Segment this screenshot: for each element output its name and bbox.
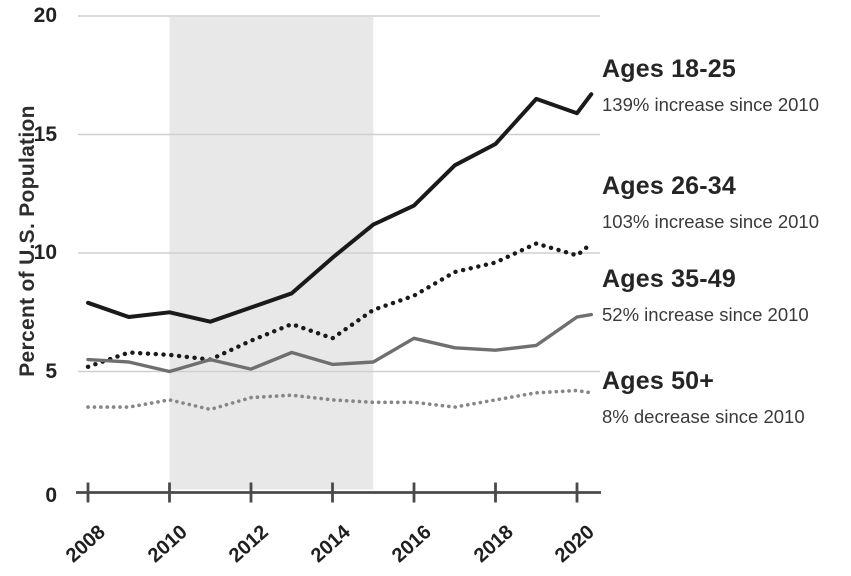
legend-item-ages-50plus: Ages 50+ 8% decrease since 2010	[602, 367, 851, 427]
y-tick-label-20: 20	[33, 4, 57, 27]
legend-series-name: Ages 18-25	[602, 55, 737, 83]
legend-series-name: Ages 26-34	[602, 172, 737, 200]
legend-series-name: Ages 35-49	[602, 265, 737, 293]
series-line-ages-35-49	[86, 312, 593, 374]
y-tick-label-0: 0	[45, 484, 57, 507]
legend: Ages 18-25 139% increase since 2010 Ages…	[602, 0, 851, 576]
y-tick-label-5: 5	[45, 359, 57, 383]
legend-item-ages-18-25: Ages 18-25 139% increase since 2010	[602, 55, 851, 115]
legend-series-annotation: 139% increase since 2010	[602, 94, 820, 115]
y-tick-label-15: 15	[33, 122, 57, 146]
legend-series-name: Ages 50+	[602, 367, 715, 395]
legend-series-annotation: 8% decrease since 2010	[602, 406, 805, 427]
y-tick-label-10: 10	[33, 241, 57, 264]
series-line-ages-50-	[86, 388, 594, 412]
legend-item-ages-35-49: Ages 35-49 52% increase since 2010	[602, 265, 851, 325]
series-line-ages-18-25	[86, 92, 594, 324]
legend-series-annotation: 103% increase since 2010	[602, 211, 820, 232]
series-line-ages-26-34	[85, 241, 594, 369]
legend-item-ages-26-34: Ages 26-34 103% increase since 2010	[602, 172, 851, 232]
legend-series-annotation: 52% increase since 2010	[602, 304, 809, 325]
